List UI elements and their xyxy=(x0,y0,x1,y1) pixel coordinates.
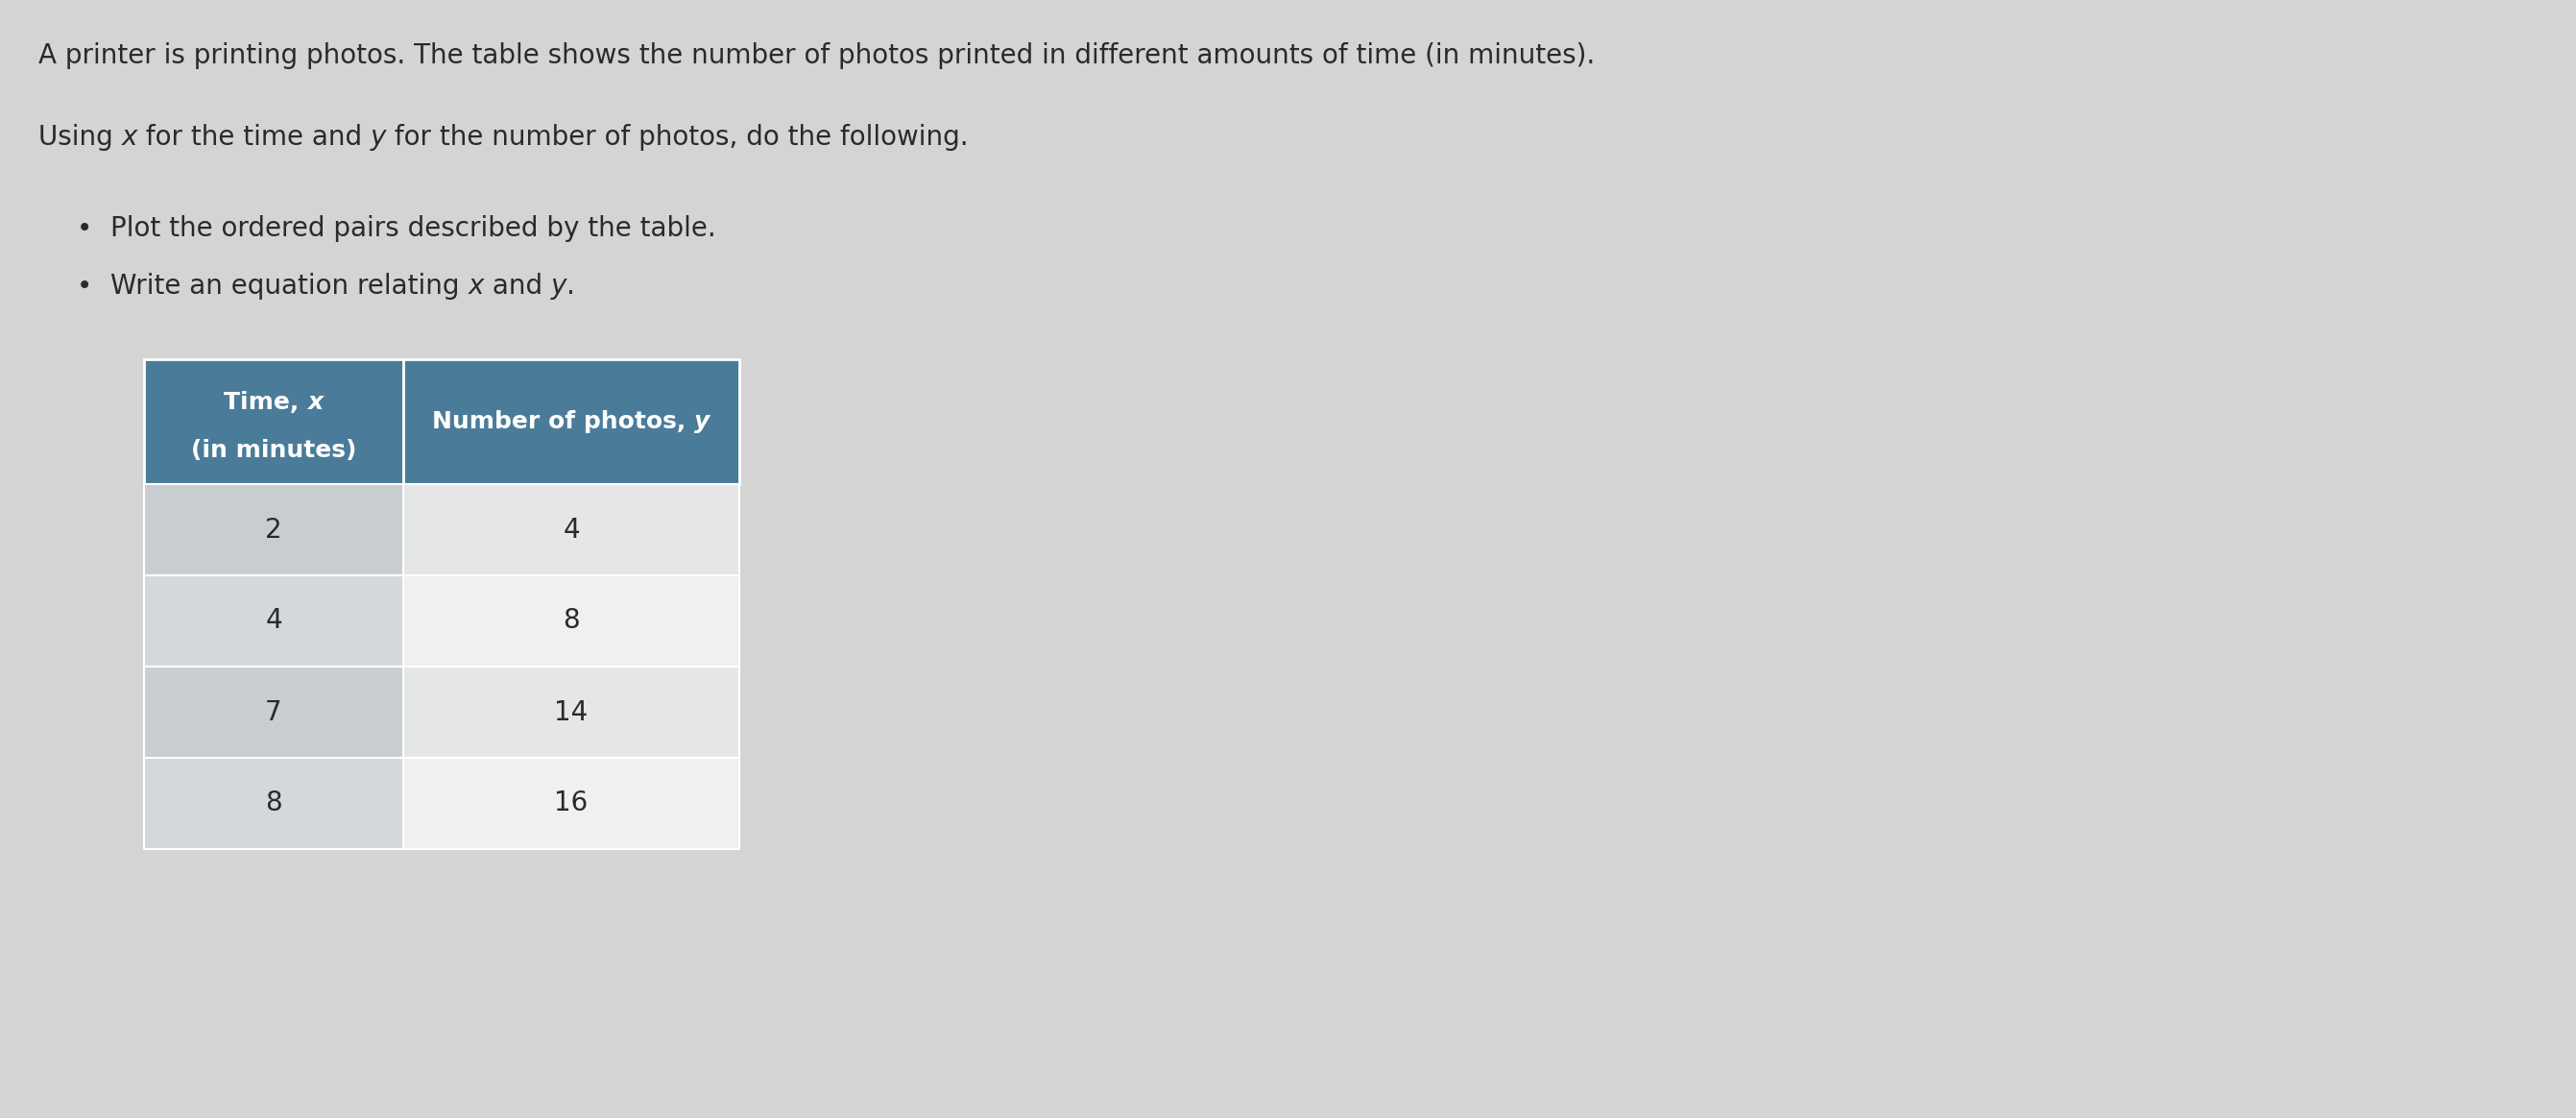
Bar xyxy=(404,359,739,484)
Text: Using: Using xyxy=(39,124,121,151)
Text: x: x xyxy=(307,391,322,414)
Text: x: x xyxy=(469,273,484,300)
Bar xyxy=(144,359,404,484)
Text: •: • xyxy=(77,215,93,241)
Bar xyxy=(404,576,739,666)
Text: (in minutes): (in minutes) xyxy=(191,439,355,462)
Text: Plot the ordered pairs described by the table.: Plot the ordered pairs described by the … xyxy=(111,215,716,241)
Bar xyxy=(144,666,404,758)
Text: A printer is printing photos. The table shows the number of photos printed in di: A printer is printing photos. The table … xyxy=(39,42,1595,69)
Text: Write an equation relating: Write an equation relating xyxy=(111,273,469,300)
Bar xyxy=(404,484,739,576)
Text: 16: 16 xyxy=(554,790,587,817)
Text: 4: 4 xyxy=(562,517,580,543)
Text: y: y xyxy=(551,273,567,300)
Text: x: x xyxy=(121,124,137,151)
Text: 14: 14 xyxy=(554,699,587,726)
Text: 8: 8 xyxy=(562,607,580,634)
Text: •: • xyxy=(77,273,93,300)
Text: 8: 8 xyxy=(265,790,283,817)
Text: 7: 7 xyxy=(265,699,283,726)
Text: Time,: Time, xyxy=(224,391,307,414)
Bar xyxy=(404,758,739,849)
Text: Number of photos,: Number of photos, xyxy=(433,410,696,433)
Text: for the time and: for the time and xyxy=(137,124,371,151)
Bar xyxy=(144,484,404,576)
Bar xyxy=(144,758,404,849)
Text: .: . xyxy=(567,273,574,300)
Text: y: y xyxy=(696,410,711,433)
Bar xyxy=(144,576,404,666)
Text: and: and xyxy=(484,273,551,300)
Text: for the number of photos, do the following.: for the number of photos, do the followi… xyxy=(386,124,969,151)
Text: 2: 2 xyxy=(265,517,283,543)
Bar xyxy=(404,666,739,758)
Text: 4: 4 xyxy=(265,607,283,634)
Text: y: y xyxy=(371,124,386,151)
